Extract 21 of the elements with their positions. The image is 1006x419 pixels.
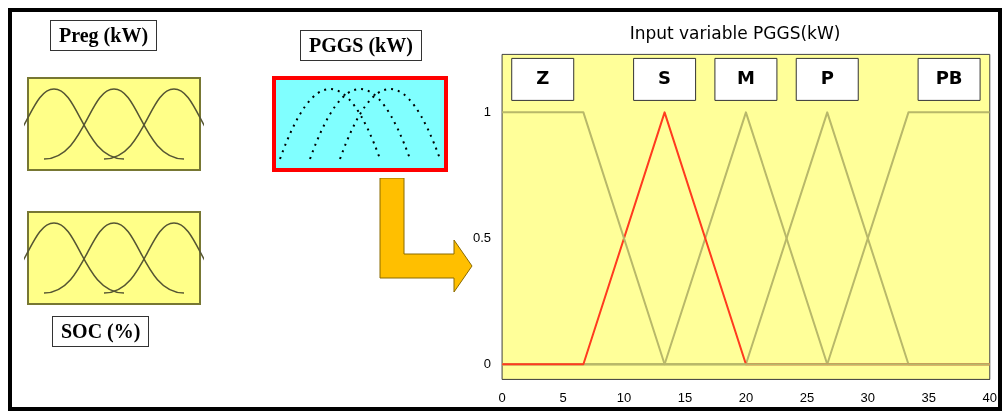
y-tick-label: 0 (483, 355, 492, 371)
x-tick-label: 20 (738, 389, 754, 405)
x-tick-label: 10 (616, 389, 632, 405)
series-label: Z (536, 67, 550, 89)
series-label: P (820, 67, 834, 89)
y-tick-label: 1 (483, 103, 492, 119)
series-label: S (658, 67, 672, 89)
chart-title: Input variable PGGS(kW) (629, 22, 841, 43)
y-tick-label: 0.5 (472, 229, 492, 245)
x-tick-label: 5 (559, 389, 567, 405)
text: Preg (kW) (50, 20, 158, 51)
x-tick-label: 30 (860, 389, 876, 405)
series-label: PB (935, 67, 963, 89)
series-label: M (736, 67, 755, 89)
x-tick-label: 40 (982, 389, 997, 405)
x-tick-label: 25 (799, 389, 815, 405)
text: SOC (%) (52, 316, 150, 347)
x-tick-label: 0 (498, 389, 506, 405)
x-tick-label: 15 (677, 389, 693, 405)
x-tick-label: 35 (921, 389, 937, 405)
text: PGGS (kW) (300, 30, 422, 61)
